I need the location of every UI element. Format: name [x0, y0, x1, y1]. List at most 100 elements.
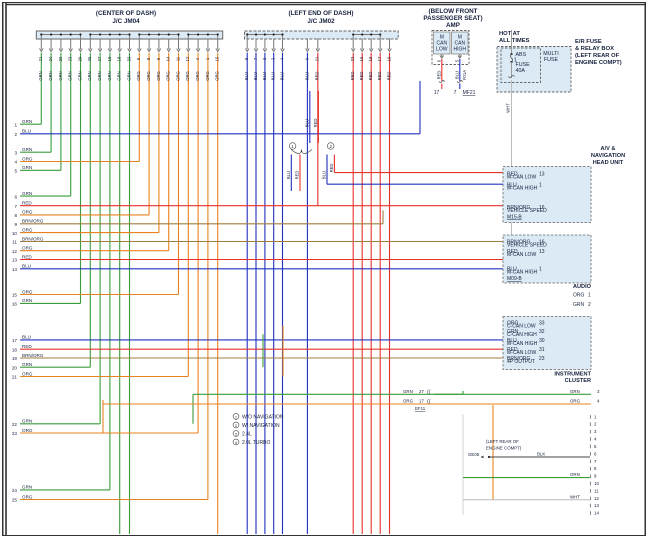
svg-text:EF11: EF11 [415, 406, 426, 411]
svg-text:GRN: GRN [22, 147, 32, 152]
svg-text:2.0L TURBO: 2.0L TURBO [242, 440, 270, 446]
svg-text:23: 23 [12, 431, 18, 436]
svg-text:ENGINE COMPT): ENGINE COMPT) [486, 446, 522, 451]
svg-text:ORG: ORG [22, 494, 33, 499]
svg-text:15: 15 [12, 293, 18, 298]
svg-text:10: 10 [594, 481, 599, 486]
svg-text:RED: RED [359, 72, 364, 81]
svg-text:J/C JM02: J/C JM02 [307, 18, 335, 25]
svg-text:23: 23 [350, 56, 355, 61]
svg-text:INSTRUMENT: INSTRUMENT [554, 372, 591, 378]
svg-text:BLU: BLU [279, 72, 284, 80]
svg-text:27: 27 [97, 56, 102, 61]
svg-text:ORG: ORG [22, 289, 33, 294]
svg-text:BRN/ORG: BRN/ORG [22, 219, 44, 224]
svg-text:14: 14 [594, 511, 599, 516]
svg-text:W/O NAVIGATION: W/O NAVIGATION [242, 414, 284, 420]
svg-text:ORG: ORG [146, 71, 151, 81]
svg-text:1: 1 [588, 293, 591, 299]
svg-text:24: 24 [12, 488, 18, 493]
svg-text:1: 1 [14, 122, 17, 127]
svg-text:GRN: GRN [22, 165, 32, 170]
svg-text:RED: RED [386, 72, 391, 81]
svg-text:RED: RED [22, 254, 32, 259]
svg-text:GRN: GRN [22, 362, 32, 367]
svg-text:GE05: GE05 [468, 452, 480, 457]
svg-text:BLU: BLU [22, 264, 31, 269]
svg-text:19: 19 [386, 56, 391, 61]
svg-text:BLU: BLU [271, 72, 276, 80]
svg-text:(BELOW FRONT: (BELOW FRONT [429, 8, 478, 15]
svg-text:GRN: GRN [58, 71, 63, 80]
svg-text:NAVIGATION: NAVIGATION [591, 153, 625, 159]
svg-text:GRN: GRN [117, 71, 122, 80]
svg-text:GRN: GRN [403, 389, 413, 394]
svg-text:HOT AT: HOT AT [499, 31, 520, 37]
svg-text:BLU: BLU [22, 335, 31, 340]
svg-text:(LEFT REAR OF: (LEFT REAR OF [486, 439, 519, 444]
svg-text:VEHICLE SPEED: VEHICLE SPEED [507, 208, 547, 214]
svg-text:13: 13 [594, 503, 599, 508]
svg-text:11: 11 [594, 488, 599, 493]
svg-text:33: 33 [126, 56, 131, 61]
svg-text:6: 6 [14, 194, 17, 199]
svg-text:2: 2 [14, 132, 17, 137]
svg-text:AMP: AMP [446, 22, 460, 29]
svg-text:31: 31 [539, 347, 545, 353]
svg-text:21: 21 [38, 56, 43, 61]
svg-text:M15-B: M15-B [507, 215, 522, 221]
svg-text:ORG: ORG [215, 71, 220, 81]
svg-text:14: 14 [166, 56, 171, 61]
svg-text:14: 14 [12, 267, 18, 272]
svg-text:19: 19 [107, 56, 112, 61]
svg-text:BLU: BLU [305, 119, 310, 127]
svg-text:ALL TIMES: ALL TIMES [499, 38, 530, 44]
svg-text:GRN: GRN [22, 298, 32, 303]
svg-text:GRN: GRN [22, 485, 32, 490]
svg-text:30: 30 [539, 338, 545, 344]
svg-text:CLUSTER: CLUSTER [565, 378, 591, 384]
svg-text:GRN: GRN [107, 71, 112, 80]
svg-text:HEAD UNIT: HEAD UNIT [593, 160, 624, 166]
svg-text:ABS: ABS [516, 52, 527, 58]
svg-text:20: 20 [12, 365, 18, 370]
svg-text:4P OUTPUT: 4P OUTPUT [507, 359, 535, 365]
svg-text:ORG: ORG [22, 371, 33, 376]
svg-text:26: 26 [87, 56, 92, 61]
svg-text:11: 11 [12, 240, 17, 245]
svg-text:2.4L: 2.4L [242, 431, 252, 437]
svg-text:BLU: BLU [286, 171, 291, 179]
svg-text:RED: RED [377, 72, 382, 81]
svg-text:BLU: BLU [253, 72, 258, 80]
svg-text:BRN/ORG: BRN/ORG [22, 236, 44, 241]
svg-text:BLU: BLU [22, 129, 31, 134]
svg-text:GRN: GRN [22, 119, 32, 124]
svg-text:ORG: ORG [205, 71, 210, 81]
svg-text:20: 20 [58, 56, 63, 61]
svg-text:9: 9 [14, 222, 17, 227]
svg-text:18: 18 [117, 56, 122, 61]
svg-text:BLU: BLU [455, 71, 460, 79]
svg-text:(LEFT REAR OF: (LEFT REAR OF [575, 53, 620, 59]
svg-text:RED: RED [368, 72, 373, 81]
svg-text:((: (( [427, 399, 431, 405]
svg-text:F01A: F01A [462, 70, 467, 80]
svg-text:ENGINE COMPT): ENGINE COMPT) [575, 60, 622, 66]
svg-text:18: 18 [12, 347, 18, 352]
svg-text:2: 2 [588, 302, 591, 308]
svg-text:19: 19 [12, 356, 18, 361]
svg-text:12: 12 [12, 249, 18, 254]
svg-text:HIGH: HIGH [454, 47, 467, 53]
svg-text:7: 7 [454, 90, 457, 96]
svg-text:RED: RED [313, 119, 318, 128]
svg-text:BLU: BLU [244, 72, 249, 80]
svg-text:21: 21 [315, 56, 320, 61]
svg-text:RED: RED [437, 71, 442, 80]
svg-text:MF21: MF21 [463, 90, 476, 96]
svg-text:ORG: ORG [22, 210, 33, 215]
svg-text:& RELAY BOX: & RELAY BOX [575, 46, 614, 52]
svg-text:ORG: ORG [570, 399, 581, 404]
svg-text:22: 22 [12, 422, 18, 427]
svg-text:18: 18 [368, 56, 373, 61]
svg-text:15: 15 [215, 56, 220, 61]
